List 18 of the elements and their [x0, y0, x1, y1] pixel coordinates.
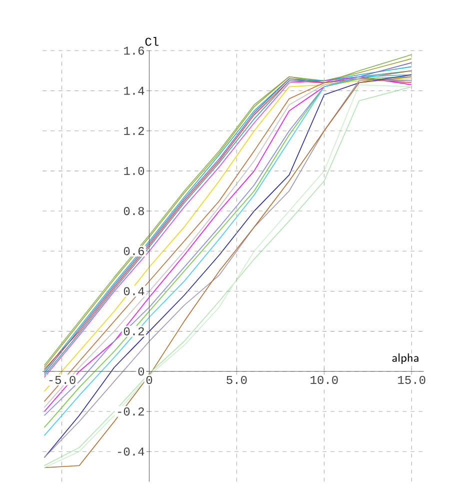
y-tick-label: 0.4 — [124, 287, 144, 296]
x-tick-label: 5.0 — [226, 376, 247, 384]
y-tick-label: -0.4 — [118, 448, 144, 456]
x-tick-label: -5.0 — [49, 376, 76, 384]
x-tick-label: 0 — [146, 376, 152, 384]
y-tick-label: 0.6 — [124, 247, 144, 256]
x-tick-label: 15.0 — [398, 376, 426, 384]
y-tick-label: 1.6 — [124, 46, 144, 55]
x-axis-title: alpha — [392, 353, 418, 364]
y-tick-label: 0 — [138, 367, 144, 376]
y-tick-label: 1.0 — [124, 166, 144, 176]
y-tick-label: 0.8 — [124, 206, 144, 216]
y-tick-label: 0.2 — [124, 327, 144, 336]
x-tick-label: 10.0 — [310, 376, 338, 384]
y-tick-label: 1.4 — [124, 86, 144, 95]
y-tick-label: -0.2 — [118, 407, 144, 416]
y-axis-title: Cl — [145, 37, 158, 46]
y-tick-label: 1.2 — [124, 126, 144, 135]
